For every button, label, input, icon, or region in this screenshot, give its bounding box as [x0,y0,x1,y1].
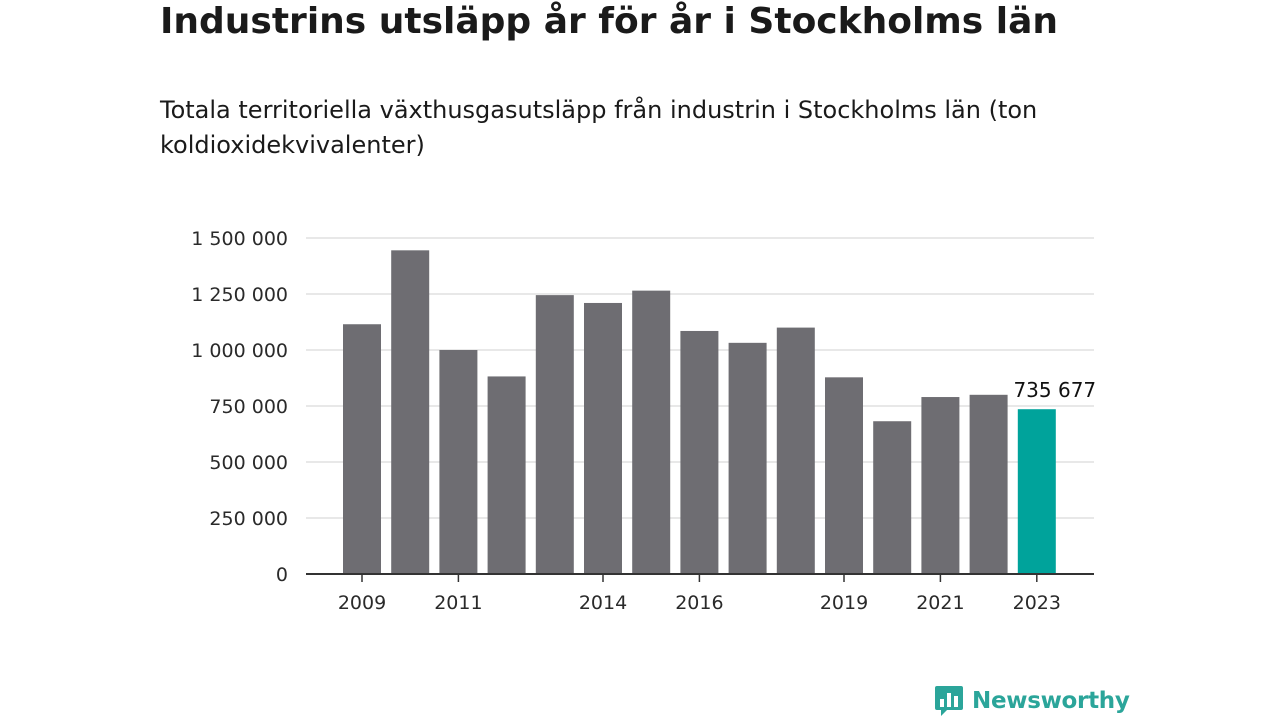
y-tick-label: 1 250 000 [191,284,288,306]
bar-2010 [391,250,430,574]
bar-2015 [632,290,671,574]
x-tick-label: 2021 [916,592,964,614]
bar-2014 [584,302,622,574]
y-tick-label: 1 000 000 [191,340,288,362]
bar-2021 [921,397,960,574]
chart-title: Industrins utsläpp år för år i Stockholm… [160,1,1059,42]
bar-2017 [728,342,767,574]
bar-2019 [825,377,863,574]
bar-2018 [776,327,815,574]
y-tick-label: 750 000 [209,396,288,418]
y-tick-label: 250 000 [209,508,288,530]
bar-2022 [969,394,1008,574]
bar-2013 [535,295,574,574]
y-tick-label: 0 [276,564,288,586]
x-tick-label: 2014 [579,592,627,614]
brand-name: Newsworthy [972,688,1130,714]
bar-2009 [343,324,381,574]
y-tick-label: 500 000 [209,452,288,474]
bar-2012 [487,376,526,574]
bar-2020 [873,421,912,574]
bar-chart-speech-bubble-icon [935,686,963,716]
y-tick-label: 1 500 000 [191,228,288,250]
x-tick-label: 2023 [1013,592,1061,614]
bar-2011 [439,350,478,574]
data-label: 735 677 [1013,378,1096,402]
x-tick-label: 2016 [675,592,723,614]
bar-2023 [1017,409,1056,574]
x-tick-label: 2011 [434,592,482,614]
x-tick-label: 2019 [820,592,868,614]
x-tick-label: 2009 [338,592,386,614]
newsworthy-logo: Newsworthy [934,684,1130,718]
chart-subtitle: Totala territoriella växthusgasutsläpp f… [160,96,1038,159]
bar-2016 [680,330,719,574]
